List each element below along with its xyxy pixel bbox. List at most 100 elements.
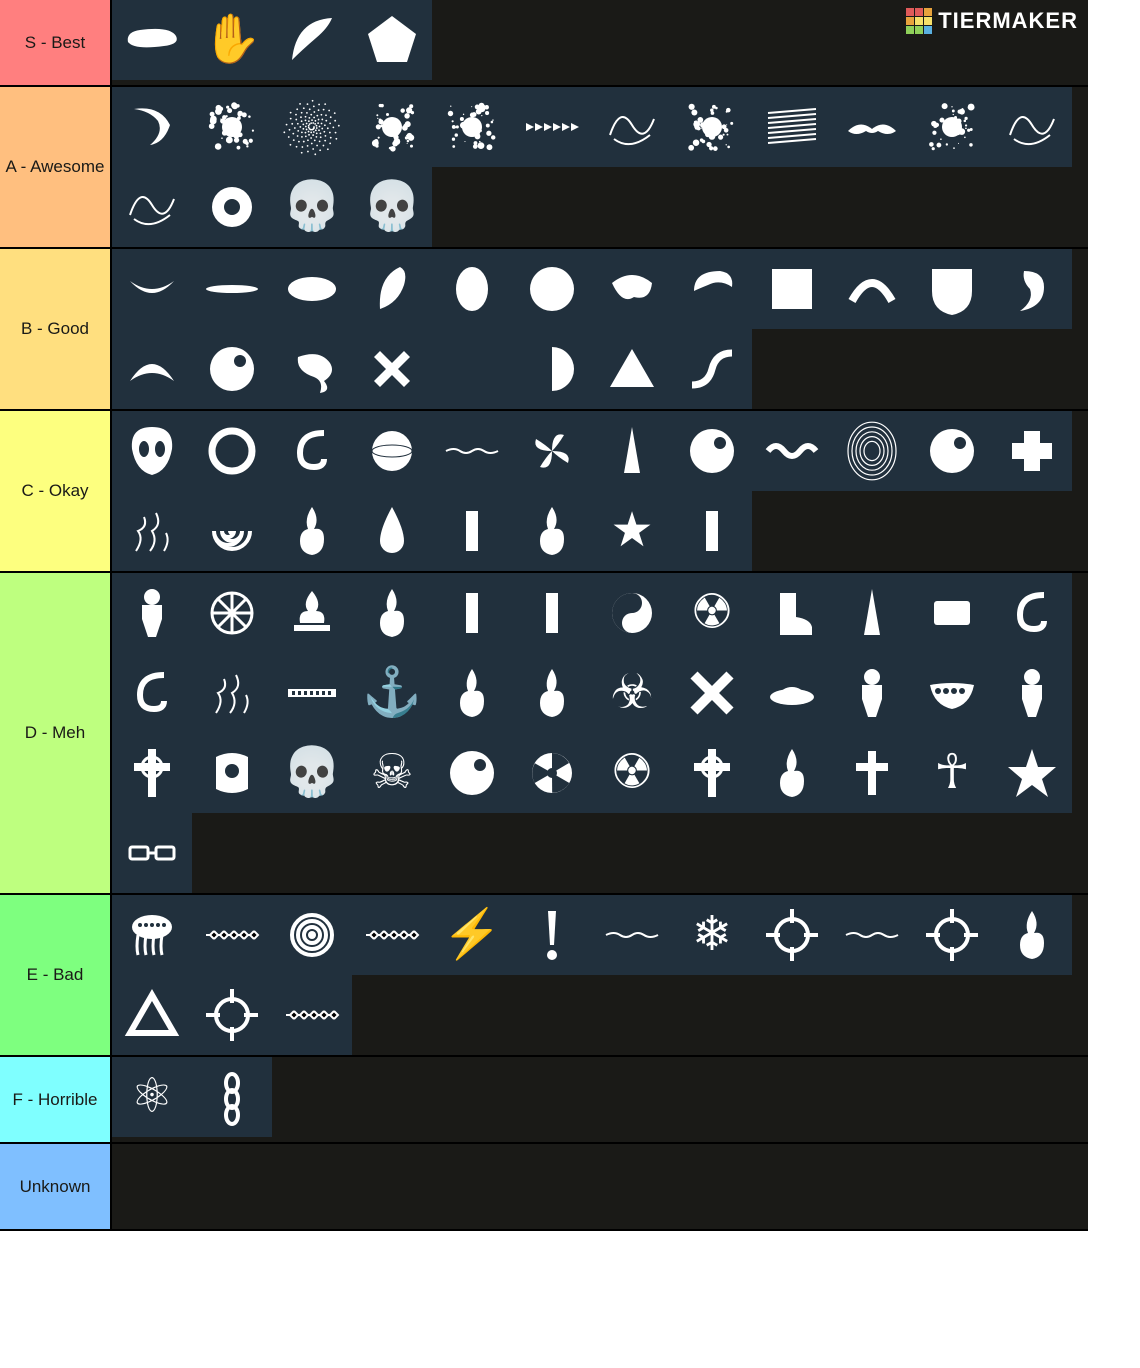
tier-label-b[interactable]: B - Good xyxy=(0,249,112,409)
item-flourish[interactable] xyxy=(992,87,1072,167)
tier-items-d[interactable]: ☢⚓☣💀☠☢☥ xyxy=(112,573,1088,893)
item-boot[interactable] xyxy=(752,573,832,653)
tier-label-s[interactable]: S - Best xyxy=(0,0,112,85)
item-exclaim[interactable] xyxy=(512,895,592,975)
item-radiation[interactable]: ☢ xyxy=(672,573,752,653)
tier-label-e[interactable]: E - Bad xyxy=(0,895,112,1055)
item-star[interactable]: ★ xyxy=(592,491,672,571)
item-ball-gloss[interactable] xyxy=(672,411,752,491)
item-triangle-tall[interactable] xyxy=(592,411,672,491)
item-curl-b[interactable] xyxy=(112,653,192,733)
item-flame-b[interactable] xyxy=(352,573,432,653)
tier-label-a[interactable]: A - Awesome xyxy=(0,87,112,247)
item-trihazard[interactable] xyxy=(512,733,592,813)
item-pentagon[interactable] xyxy=(352,0,432,80)
item-square[interactable] xyxy=(752,249,832,329)
item-radiation-b[interactable]: ☢ xyxy=(592,733,672,813)
item-rect-b[interactable] xyxy=(512,573,592,653)
item-bar[interactable] xyxy=(192,249,272,329)
item-cross-plain[interactable] xyxy=(832,733,912,813)
item-arrows[interactable] xyxy=(512,87,592,167)
tier-items-c[interactable]: ★ xyxy=(112,411,1088,571)
item-spray[interactable] xyxy=(912,87,992,167)
item-tadpole[interactable] xyxy=(272,329,352,409)
item-spiral[interactable] xyxy=(192,491,272,571)
item-triangle-solid[interactable] xyxy=(592,329,672,409)
item-crosshair-c[interactable] xyxy=(192,975,272,1055)
item-card[interactable] xyxy=(912,573,992,653)
item-campfire[interactable] xyxy=(272,573,352,653)
item-tribal[interactable] xyxy=(592,87,672,167)
item-wire[interactable] xyxy=(592,895,672,975)
item-wavy[interactable] xyxy=(752,411,832,491)
item-rect-a[interactable] xyxy=(432,573,512,653)
item-fire-scribble[interactable] xyxy=(112,491,192,571)
tier-label-f[interactable]: F - Horrible xyxy=(0,1057,112,1142)
item-ball-gloss-b[interactable] xyxy=(912,411,992,491)
item-drop[interactable] xyxy=(352,491,432,571)
item-barb-x[interactable] xyxy=(272,975,352,1055)
item-cross-orn[interactable] xyxy=(112,733,192,813)
item-line-chain[interactable] xyxy=(432,411,512,491)
item-feather[interactable] xyxy=(352,249,432,329)
item-flame-thin[interactable] xyxy=(272,491,352,571)
item-flame-swirl[interactable] xyxy=(512,491,592,571)
item-curve[interactable] xyxy=(272,0,352,80)
item-atom[interactable]: ⚛ xyxy=(112,1057,192,1137)
tier-items-f[interactable]: ⚛ xyxy=(112,1057,1088,1142)
item-globe[interactable] xyxy=(192,573,272,653)
item-spike[interactable] xyxy=(832,573,912,653)
item-plus[interactable] xyxy=(992,411,1072,491)
item-smile-curve[interactable] xyxy=(112,249,192,329)
tier-label-u[interactable]: Unknown xyxy=(0,1144,112,1229)
item-ankh[interactable]: ☥ xyxy=(912,733,992,813)
item-mustache[interactable] xyxy=(832,87,912,167)
item-person[interactable] xyxy=(992,653,1072,733)
item-curl[interactable] xyxy=(992,573,1072,653)
item-alien-body[interactable] xyxy=(112,573,192,653)
item-celtic-cross[interactable] xyxy=(672,733,752,813)
item-heart-splat[interactable] xyxy=(352,87,432,167)
item-ring[interactable] xyxy=(192,411,272,491)
item-fingerprint[interactable] xyxy=(832,411,912,491)
item-triangle-open[interactable] xyxy=(112,975,192,1055)
item-cyclops[interactable] xyxy=(192,733,272,813)
tier-label-d[interactable]: D - Meh xyxy=(0,573,112,893)
item-keyboard[interactable] xyxy=(272,653,352,733)
item-wifi[interactable] xyxy=(272,895,352,975)
tier-items-a[interactable]: 💀💀 xyxy=(112,87,1088,247)
item-skull-flat[interactable]: 💀 xyxy=(272,733,352,813)
tier-label-c[interactable]: C - Okay xyxy=(0,411,112,571)
item-rect-bar[interactable] xyxy=(672,491,752,571)
item-chain-wire[interactable] xyxy=(832,895,912,975)
item-crossbones[interactable]: ☠ xyxy=(352,733,432,813)
item-bean[interactable] xyxy=(592,249,672,329)
item-donut[interactable] xyxy=(192,167,272,247)
item-whirl[interactable] xyxy=(272,411,352,491)
item-yinblob[interactable] xyxy=(592,573,672,653)
item-glasses[interactable] xyxy=(112,813,192,893)
item-star-splat[interactable] xyxy=(992,733,1072,813)
item-flames-d[interactable] xyxy=(512,653,592,733)
item-skull3d-b[interactable]: 💀 xyxy=(352,167,432,247)
item-spark[interactable] xyxy=(432,87,512,167)
item-x-thick[interactable] xyxy=(352,329,432,409)
item-heart-orn[interactable] xyxy=(112,167,192,247)
item-chain[interactable] xyxy=(192,1057,272,1137)
item-splatter1[interactable] xyxy=(192,87,272,167)
item-snowflake[interactable]: ❄ xyxy=(672,895,752,975)
item-pinwheel[interactable] xyxy=(512,411,592,491)
item-ellipse[interactable] xyxy=(272,249,352,329)
item-flame-e[interactable] xyxy=(992,895,1072,975)
item-alien-head[interactable] xyxy=(112,411,192,491)
item-blob[interactable] xyxy=(112,0,192,80)
tier-items-b[interactable] xyxy=(112,249,1088,409)
item-shield[interactable] xyxy=(912,249,992,329)
item-jellyfish[interactable] xyxy=(112,895,192,975)
item-bolt[interactable]: ⚡ xyxy=(432,895,512,975)
item-stripes[interactable] xyxy=(752,87,832,167)
item-skull3d[interactable]: 💀 xyxy=(272,167,352,247)
item-alien-c[interactable] xyxy=(832,653,912,733)
item-half-circle[interactable] xyxy=(512,329,592,409)
item-barbed-a[interactable] xyxy=(192,895,272,975)
